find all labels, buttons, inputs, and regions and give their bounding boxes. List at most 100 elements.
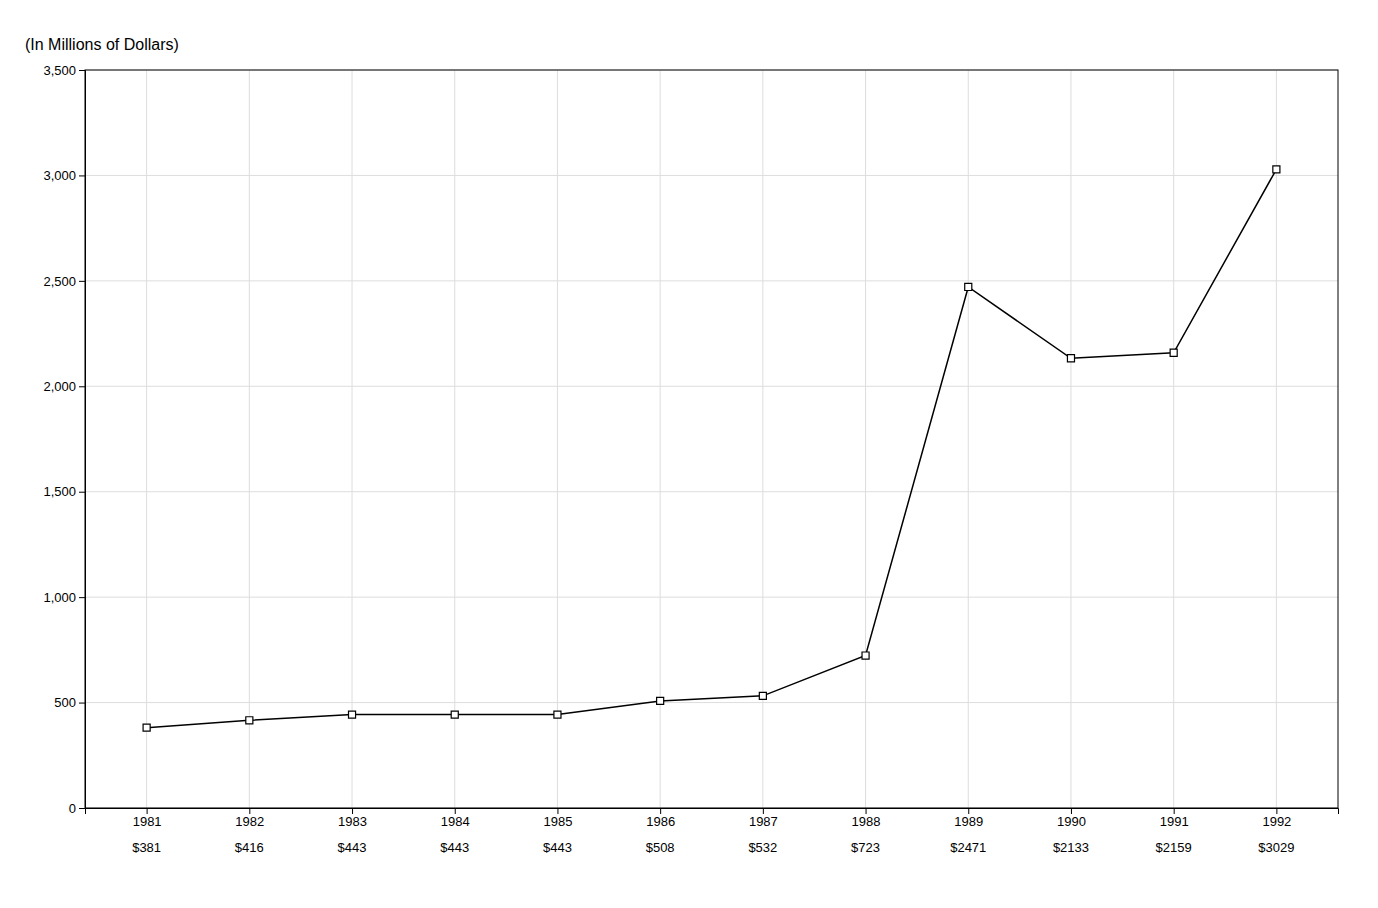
data-label: $443 [338, 840, 367, 855]
grid-line [85, 386, 1338, 387]
tick: 1986 [646, 808, 675, 829]
tick-label: 1987 [749, 814, 778, 829]
chart: 1981 1982 1983 1984 1985 1986 1987 1988 1989 1990… [0, 0, 1378, 908]
tick-mark [79, 703, 85, 704]
data-label: $2159 [1156, 840, 1192, 855]
tick: 500 [54, 695, 85, 710]
marker [554, 711, 561, 718]
y-label: (In Millions of Dollars) [25, 36, 179, 53]
x-axis: 1981 1982 1983 1984 1985 1986 1987 1988 1989 1990… [86, 808, 1339, 829]
grid-line [85, 702, 1338, 703]
data-label: $532 [748, 840, 777, 855]
tick-label: 2,500 [43, 274, 76, 289]
tick: 1992 [1262, 808, 1291, 829]
tick: 1989 [954, 808, 983, 829]
grid-line [85, 280, 1338, 281]
tick-label: 1,000 [43, 590, 76, 605]
grid [85, 70, 1338, 808]
tick-mark [79, 808, 85, 809]
tick-mark [79, 175, 85, 176]
y-axis: 0 500 1,000 1,500 2,000 2,500 3,000 3,500 [43, 63, 85, 816]
tick: 2,500 [43, 274, 85, 289]
marker [759, 692, 766, 699]
tick-mark [1071, 808, 1072, 814]
tick: 3,000 [43, 168, 85, 183]
value-labels: $381 $416 $443 $443 $443 $508 $532 $723 $2471 $21… [132, 840, 1294, 855]
grid-line [352, 70, 353, 808]
tick: 1991 [1160, 808, 1189, 829]
tick: 1984 [441, 808, 470, 829]
tick-label: 1,500 [43, 484, 76, 499]
data-label: $443 [440, 840, 469, 855]
axis-line [86, 809, 1339, 815]
series [143, 166, 1280, 731]
tick-label: 3,500 [43, 63, 76, 78]
marker [965, 283, 972, 290]
data-label: $2471 [950, 840, 986, 855]
tick-label: 1988 [852, 814, 881, 829]
grid-line [1070, 70, 1071, 808]
tick-label: 1984 [441, 814, 470, 829]
tick-mark [79, 70, 85, 71]
tick-label: 3,000 [43, 168, 76, 183]
tick-label: 2,000 [43, 379, 76, 394]
grid-line [1173, 70, 1174, 808]
tick: 1985 [543, 808, 572, 829]
data-label: $723 [851, 840, 880, 855]
tick-label: 1983 [338, 814, 367, 829]
tick-mark [249, 808, 250, 814]
grid-line [85, 597, 1338, 598]
tick-mark [79, 597, 85, 598]
data-label: $416 [235, 840, 264, 855]
tick-mark [557, 808, 558, 814]
tick-label: 1990 [1057, 814, 1086, 829]
marker [348, 711, 355, 718]
grid-line [85, 175, 1338, 176]
data-label: $3029 [1258, 840, 1294, 855]
tick-mark [147, 808, 148, 814]
tick: 0 [69, 801, 85, 816]
tick: 1981 [133, 808, 162, 829]
grid-line [1276, 70, 1277, 808]
tick-label: 1991 [1160, 814, 1189, 829]
data-label: $381 [132, 840, 161, 855]
tick: 1982 [235, 808, 264, 829]
tick-label: 1982 [235, 814, 264, 829]
tick-mark [79, 281, 85, 282]
marker [143, 724, 150, 731]
marker [1273, 166, 1280, 173]
marker [657, 697, 664, 704]
tick-label: 1985 [543, 814, 572, 829]
marker [1067, 355, 1074, 362]
data-label: $508 [646, 840, 675, 855]
grid-line [454, 70, 455, 808]
tick-label: 1981 [133, 814, 162, 829]
tick-mark [866, 808, 867, 814]
tick-mark [79, 492, 85, 493]
tick: 1,500 [43, 484, 85, 499]
grid-line [557, 70, 558, 808]
plot-frame [85, 70, 1338, 808]
grid-line [249, 70, 250, 808]
grid-line [146, 70, 147, 808]
grid-line [968, 70, 969, 808]
line [147, 169, 1277, 727]
tick-mark [660, 808, 661, 814]
grid-line [85, 491, 1338, 492]
grid-line [865, 70, 866, 808]
tick-label: 1986 [646, 814, 675, 829]
tick: 3,500 [43, 63, 85, 78]
tick: 2,000 [43, 379, 85, 394]
tick-mark [352, 808, 353, 814]
tick-mark [1174, 808, 1175, 814]
marker [451, 711, 458, 718]
marker [862, 652, 869, 659]
tick: 1990 [1057, 808, 1086, 829]
data-label: $2133 [1053, 840, 1089, 855]
marker [246, 717, 253, 724]
tick: 1987 [749, 808, 778, 829]
data-label: $443 [543, 840, 572, 855]
tick-mark [1276, 808, 1277, 814]
tick-mark [968, 808, 969, 814]
tick-mark [79, 386, 85, 387]
